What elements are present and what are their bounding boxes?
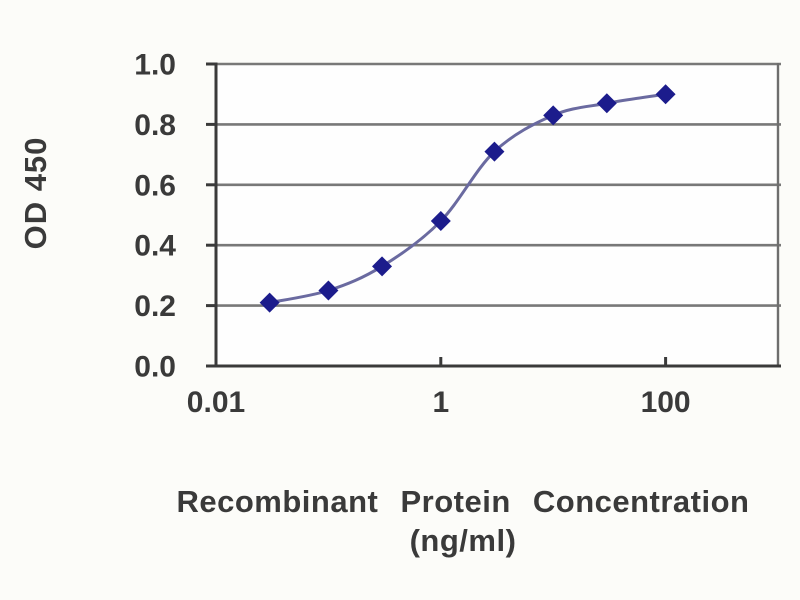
data-point-marker-100	[655, 84, 676, 105]
y-tick-label-1.0: 1.0	[134, 49, 176, 82]
series-line	[268, 92, 668, 305]
y-tick-label-0.8: 0.8	[134, 109, 176, 142]
data-point-marker-3	[484, 141, 505, 162]
y-tick-label-0.2: 0.2	[134, 290, 176, 323]
data-point-marker-0.03	[259, 292, 280, 313]
x-tick-label-100: 100	[641, 386, 691, 419]
x-axis-title-line1: Recombinant Protein Concentration	[176, 484, 750, 519]
x-axis-title-line2: (ng/ml)	[409, 523, 517, 558]
data-point-marker-10	[543, 105, 564, 126]
x-axis-title: Recombinant Protein Concentration (ng/ml…	[113, 482, 800, 560]
x-tick-label-0.01: 0.01	[187, 386, 245, 419]
y-tick-label-0.6: 0.6	[134, 169, 176, 202]
data-point-marker-30	[596, 93, 617, 114]
plot-area	[216, 64, 778, 366]
y-tick-label-0.4: 0.4	[134, 230, 176, 263]
data-point-marker-1	[430, 211, 451, 232]
data-point-marker-0.1	[318, 280, 339, 301]
data-point-marker-0.3	[372, 256, 393, 277]
x-tick-label-1: 1	[432, 386, 449, 419]
y-tick-label-0.0: 0.0	[134, 351, 176, 384]
